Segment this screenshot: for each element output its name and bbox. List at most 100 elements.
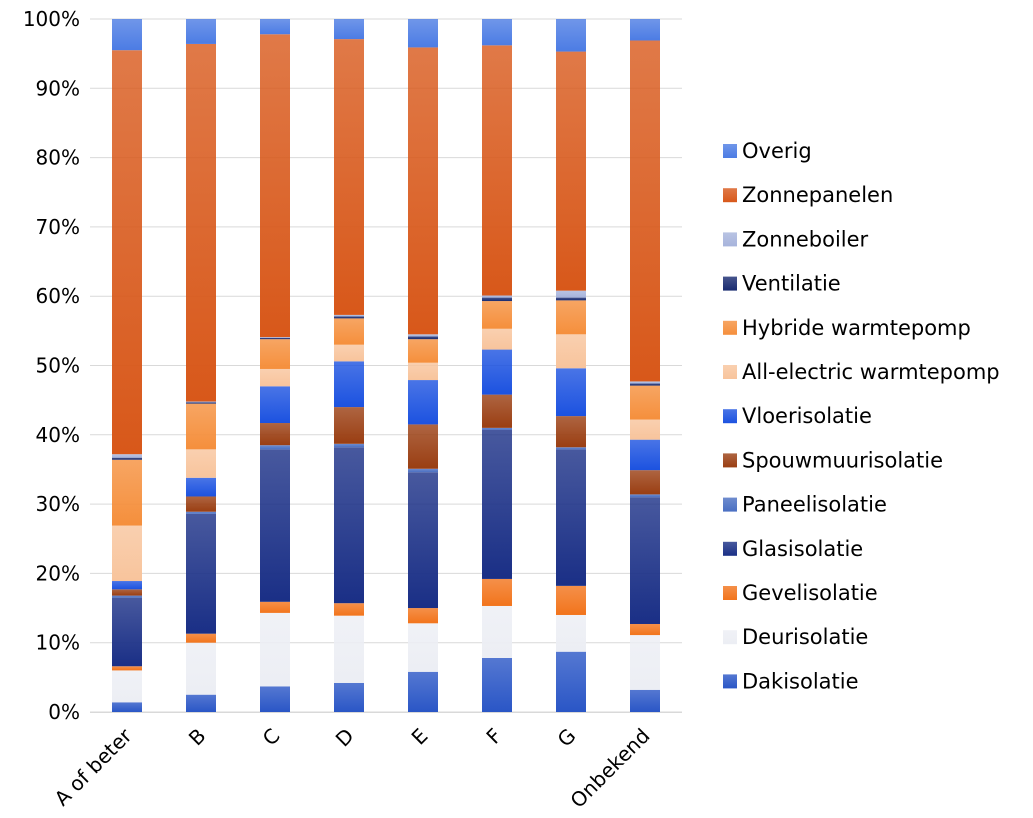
bar-segment — [112, 525, 142, 582]
bar-stack — [186, 19, 216, 712]
legend-item: Hybride warmtepomp — [723, 316, 971, 340]
bar-segment — [408, 608, 438, 624]
bar-segment — [408, 339, 438, 363]
bar-segment — [260, 337, 290, 340]
legend-label: Glasisolatie — [742, 537, 863, 561]
bar-stack — [556, 19, 586, 712]
x-tick-label: F — [481, 724, 506, 749]
bar-segment — [186, 403, 216, 450]
legend-swatch — [723, 232, 737, 247]
bar-segment — [112, 454, 142, 458]
bar-segment — [112, 589, 142, 596]
bar-segment — [186, 402, 216, 404]
bar-segment — [408, 623, 438, 672]
bar-segment — [630, 419, 660, 440]
bar-segment — [112, 581, 142, 590]
bar-segment — [630, 470, 660, 495]
legend-label: Zonneboiler — [742, 227, 869, 251]
bar-stack — [334, 19, 364, 712]
bar-segment — [334, 19, 364, 40]
legend-swatch — [723, 453, 737, 468]
legend-swatch — [723, 674, 737, 689]
y-tick-label: 50% — [36, 354, 80, 378]
bar-segment — [112, 457, 142, 460]
legend-label: Spouwmuurisolatie — [742, 448, 943, 472]
y-tick-label: 20% — [36, 561, 80, 585]
bar-segment — [482, 301, 512, 329]
bar-segment — [186, 633, 216, 643]
bar-segment — [408, 19, 438, 48]
legend-label: Deurisolatie — [742, 625, 868, 649]
bar-segment — [556, 651, 586, 712]
bar-segment — [186, 43, 216, 402]
bar-segment — [334, 447, 364, 604]
legend-label: Ventilatie — [742, 272, 841, 296]
bar-segment — [408, 424, 438, 469]
y-tick-label: 40% — [36, 423, 80, 447]
legend-item: Zonnepanelen — [723, 183, 893, 207]
bar-segment — [556, 19, 586, 52]
legend-item: Ventilatie — [723, 272, 841, 296]
bar-segment — [630, 40, 660, 382]
bar-segment — [260, 601, 290, 613]
bar-segment — [334, 443, 364, 448]
legend-item: Glasisolatie — [723, 537, 863, 561]
legend-swatch — [723, 365, 737, 379]
bar-stack — [482, 19, 512, 712]
bar-segment — [260, 339, 290, 369]
bar-segment — [482, 578, 512, 606]
bar-segment — [186, 513, 216, 634]
y-tick-label: 100% — [23, 7, 80, 31]
x-tick-label: E — [407, 724, 433, 750]
legend-label: Gevelisolatie — [742, 581, 878, 605]
bar-segment — [260, 423, 290, 446]
bar-segment — [556, 368, 586, 417]
bar-segment — [186, 694, 216, 712]
bar-segment — [408, 671, 438, 712]
x-tick-label: A of beter — [50, 723, 138, 811]
bar-segment — [408, 336, 438, 340]
y-tick-label: 0% — [48, 700, 80, 724]
bar-segment — [630, 623, 660, 636]
y-tick-label: 10% — [36, 631, 80, 655]
bar-segment — [630, 385, 660, 420]
legend-swatch — [723, 409, 737, 424]
legend-label: Paneelisolatie — [742, 493, 887, 517]
legend-label: All-electric warmtepomp — [742, 360, 1000, 384]
bar-segment — [186, 496, 216, 512]
bar-segment — [260, 449, 290, 602]
bar-segment — [482, 328, 512, 350]
bar-segment — [630, 439, 660, 471]
bar-segment — [482, 295, 512, 298]
bar-segment — [112, 595, 142, 598]
bar-segment — [260, 34, 290, 338]
bars — [112, 19, 660, 712]
bar-segment — [556, 334, 586, 369]
bar-segment — [630, 635, 660, 690]
bar-stack — [112, 19, 142, 712]
legend-item: All-electric warmtepomp — [723, 360, 1000, 384]
y-axis: 0% 10% 20% 30% 40% 50% 60% 70% 80% 90% 100% — [23, 7, 80, 724]
bar-segment — [334, 682, 364, 712]
bar-segment — [260, 19, 290, 35]
legend-item: Zonneboiler — [723, 227, 869, 251]
bar-segment — [630, 497, 660, 624]
bar-segment — [186, 477, 216, 497]
x-tick-label: G — [553, 724, 581, 752]
bar-segment — [112, 666, 142, 671]
bar-segment — [334, 603, 364, 616]
bar-segment — [334, 314, 364, 317]
bar-segment — [630, 494, 660, 498]
bar-segment — [482, 297, 512, 302]
x-tick-label: D — [331, 724, 359, 752]
bar-segment — [260, 386, 290, 424]
bar-segment — [630, 383, 660, 386]
bar-segment — [260, 337, 290, 338]
bar-segment — [556, 447, 586, 450]
bar-segment — [482, 45, 512, 296]
bar-segment — [482, 394, 512, 428]
bar-segment — [186, 401, 216, 403]
legend-item: Dakisolatie — [723, 669, 859, 693]
legend-label: Dakisolatie — [742, 669, 859, 693]
legend-swatch — [723, 541, 737, 556]
